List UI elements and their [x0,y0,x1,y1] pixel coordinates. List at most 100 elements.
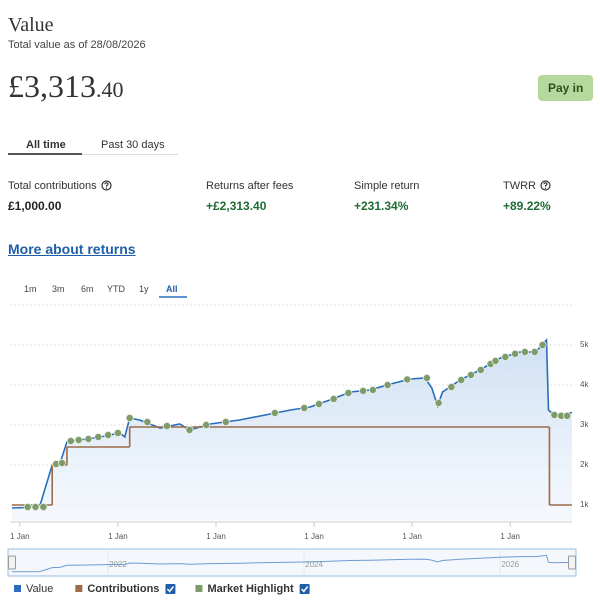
y-tick-label: 4k [580,380,589,389]
market-highlight [31,502,40,511]
x-tick-label: 1 Jan [500,532,520,541]
stat-value: £1,000.00 [8,199,62,213]
market-highlight [66,436,75,445]
pay-in-button[interactable]: Pay in [538,75,594,101]
market-highlight [511,349,520,358]
market-highlight [422,373,431,382]
market-highlight [403,375,412,384]
range-button[interactable]: 6m [81,284,94,294]
x-tick-label: 1 Jan [108,532,128,541]
checkbox-tick [166,586,175,593]
market-highlight [84,434,93,443]
title: Value [8,14,54,36]
stat-value: +£2,313.40 [206,199,267,213]
stat-label: TWRR [503,180,551,192]
market-highlight [202,420,211,429]
market-highlight [39,502,48,511]
legend-item[interactable]: Value [14,583,53,595]
navigator-label: 2026 [501,560,519,569]
tab[interactable]: Past 30 days [101,139,165,151]
range-button[interactable]: 3m [52,284,65,294]
checkbox-tick [301,586,309,593]
legend-swatch [14,585,21,592]
market-highlight [23,502,32,511]
y-tick-label: 3k [580,420,589,429]
market-highlight [550,410,559,419]
market-highlight [447,382,456,391]
market-highlight [270,408,279,417]
market-highlight [329,394,338,403]
checkbox-box [165,584,176,594]
market-highlight [368,385,377,394]
tab[interactable]: All time [26,139,66,151]
market-highlight [113,428,122,437]
market-highlight [104,430,113,439]
legend-label: Contributions [87,583,159,595]
legend-checkbox[interactable] [165,584,176,594]
market-highlight [143,417,152,426]
total-value: £3,313.40 [8,68,124,105]
range-button[interactable]: 1y [139,284,149,294]
legend-checkbox[interactable] [299,584,310,594]
market-highlight [434,398,443,407]
market-highlight [466,370,475,379]
market-highlight [383,380,392,389]
legend-item[interactable]: Contributions [75,583,176,595]
stat-label: Total contributions [8,180,112,192]
market-highlight [94,432,103,441]
market-highlight [538,340,547,349]
y-tick-label: 5k [580,340,589,349]
x-tick-label: 1 Jan [206,532,226,541]
y-tick-label: 1k [580,500,589,509]
y-tick-label: 2k [580,460,589,469]
market-highlight [501,352,510,361]
market-highlight [476,365,485,374]
range-button[interactable]: All [166,284,178,294]
market-highlight [520,347,529,356]
range-button[interactable]: 1m [24,284,37,294]
navigator-handle[interactable] [8,555,16,570]
market-highlight [359,386,368,395]
market-highlight [314,399,323,408]
market-highlight [185,425,194,434]
stat-label-text: Total contributions [8,180,97,192]
market-highlight [125,413,134,422]
stat-label: Simple return [354,180,420,192]
returns-link[interactable]: More about returns [8,241,136,257]
tab-rule [8,154,178,155]
x-tick-label: 1 Jan [10,532,30,541]
market-highlight [344,388,353,397]
navigator-line [11,554,573,573]
subtitle: Total value as of 28/08/2026 [8,39,146,51]
help-icon[interactable] [540,180,551,191]
market-highlight [491,356,500,365]
help-icon[interactable] [101,180,112,191]
navigator-label: 2024 [305,560,323,569]
market-highlight [457,375,466,384]
market-highlight [300,403,309,412]
value-area [12,340,572,521]
stat-label: Returns after fees [206,180,294,192]
market-highlight [221,417,230,426]
checkbox-box [299,584,310,594]
legend-label: Market Highlight [207,583,294,595]
navigator-handle[interactable] [568,555,576,570]
market-highlight [162,421,171,430]
stat-value: +231.34% [354,199,409,213]
legend-item[interactable]: Market Highlight [195,583,310,595]
x-tick-label: 1 Jan [304,532,324,541]
amount-main: £3,313 [8,68,96,104]
stat-label-text: TWRR [503,180,536,192]
legend-swatch [75,585,83,592]
legend-swatch [195,585,203,592]
legend-label: Value [26,583,53,595]
amount-pence: .40 [96,77,124,102]
market-highlight [530,347,539,356]
range-button[interactable]: YTD [107,284,125,294]
tab-indicator [8,153,82,155]
stat-value: +89.22% [503,199,551,213]
market-highlight [563,411,572,420]
x-tick-label: 1 Jan [402,532,422,541]
